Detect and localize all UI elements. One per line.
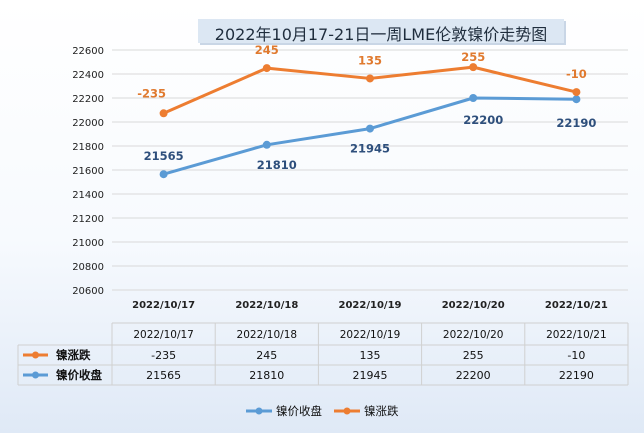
data-label-close: 22190 [556,116,596,130]
y-tick-label: 22600 [72,46,104,57]
series-point-change [159,109,168,118]
y-tick-label: 21200 [72,214,104,225]
table-cell: 21810 [249,369,284,382]
series-point-change [262,64,271,73]
data-label-close: 21945 [350,142,390,156]
table-legend-key-marker [32,371,39,379]
series-line-close [163,96,577,176]
table-cell: 21945 [353,369,388,382]
chart-title: 2022年10月17-21日一周LME伦敦镍价走势图 [214,25,548,44]
table-cell: -10 [567,349,585,362]
data-label-change: 255 [461,50,485,64]
y-tick-label: 21000 [72,238,104,249]
series-point-change [572,88,581,97]
table-cell: 21565 [146,369,181,382]
y-tick-label: 22400 [72,70,104,81]
table-legend-key-marker [32,351,39,359]
legend-label-close: 镍价收盘 [276,404,322,418]
table-cell: 255 [463,349,484,362]
chart-title-box [198,19,564,43]
y-tick-label: 22200 [72,94,104,105]
data-label-change: -235 [137,86,166,100]
series-point-change [366,74,374,83]
y-tick-label: 20800 [72,262,104,273]
series-point-close [572,95,581,104]
x-tick-label: 2022/10/17 [132,300,195,311]
series-point-close [469,94,478,102]
series-point-change [469,63,478,72]
data-label-change: -10 [566,67,587,81]
legend-marker-change [343,407,351,415]
series-point-close [262,140,271,149]
table-cell: -235 [151,349,176,362]
table-header: 2022/10/20 [443,329,504,341]
y-tick-label: 21600 [72,166,104,177]
table-cell: 22200 [456,369,491,382]
y-tick-label: 22000 [72,118,104,129]
data-label-change: 135 [358,53,382,67]
x-tick-label: 2022/10/18 [235,300,298,311]
table-header: 2022/10/21 [546,329,607,341]
table-header: 2022/10/19 [340,329,401,341]
table-header: 2022/10/17 [133,329,194,341]
table-header: 2022/10/18 [237,329,298,341]
x-tick-label: 2022/10/20 [442,300,505,311]
data-label-change: 245 [255,43,279,57]
table-cell: 245 [256,349,277,362]
x-tick-label: 2022/10/21 [545,300,608,311]
series-point-close [366,124,374,133]
y-tick-label: 20600 [72,286,104,297]
y-tick-label: 21800 [72,142,104,153]
table-row-name: 镍涨跌 [56,348,91,362]
table-cell: 135 [360,349,381,362]
table-cell: 22190 [559,369,594,382]
data-label-close: 21810 [257,158,297,172]
data-label-close: 22200 [463,113,503,127]
data-label-close: 21565 [144,149,184,163]
y-tick-label: 21400 [72,190,104,201]
series-point-close [159,170,168,179]
legend-label-change: 镍涨跌 [364,404,399,418]
x-tick-label: 2022/10/19 [339,300,402,311]
table-row-name: 镍价收盘 [56,368,102,382]
legend-marker-close [255,407,263,415]
